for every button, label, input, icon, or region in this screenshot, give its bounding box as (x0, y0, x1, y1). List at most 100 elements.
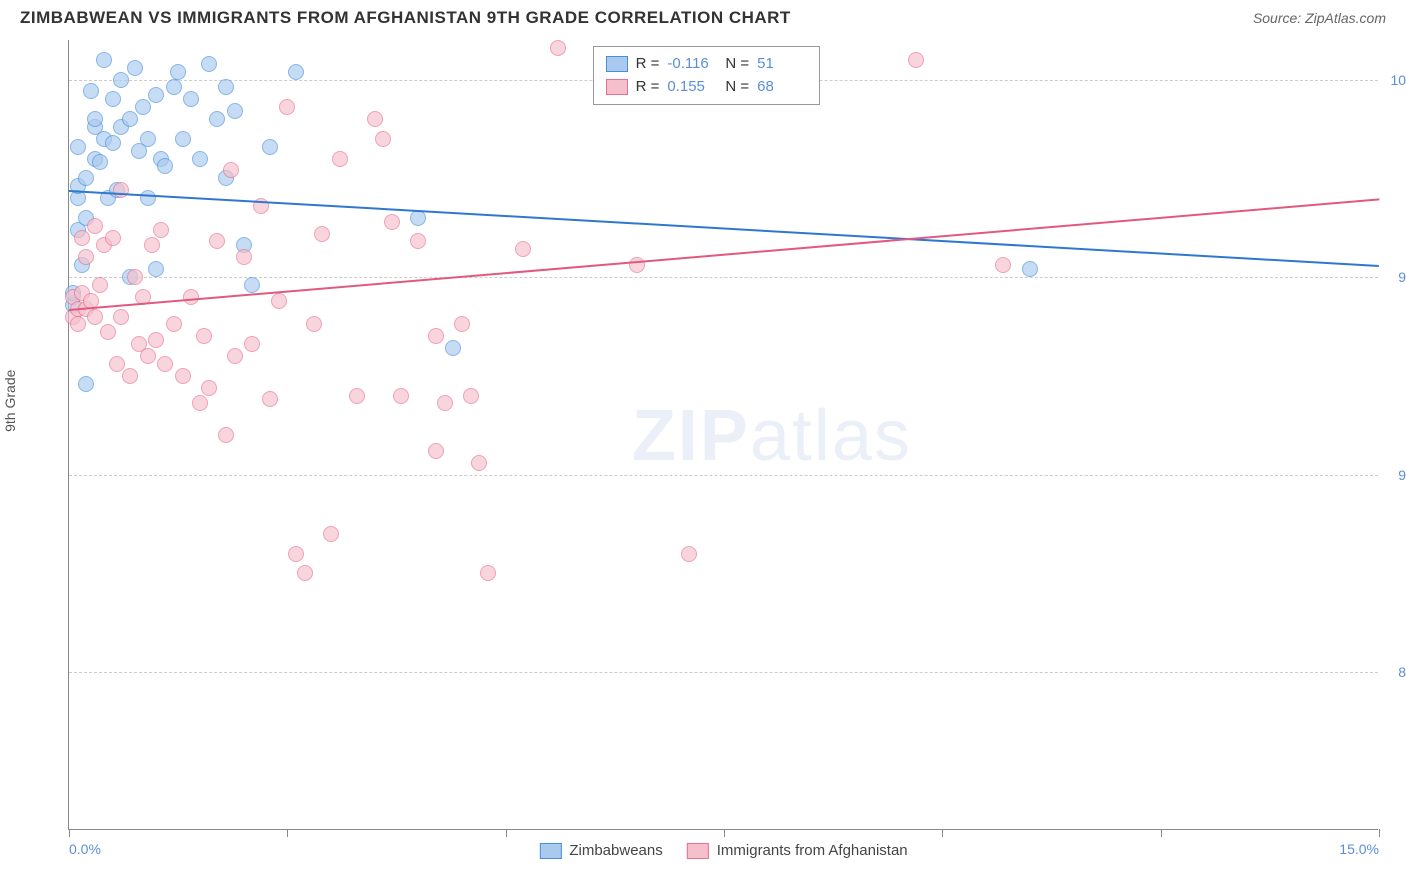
legend-swatch (606, 79, 628, 95)
data-point (297, 565, 313, 581)
data-point (428, 328, 444, 344)
x-tick (1161, 829, 1162, 837)
series-name: Immigrants from Afghanistan (717, 842, 908, 859)
series-legend: ZimbabweansImmigrants from Afghanistan (539, 842, 907, 859)
data-point (175, 368, 191, 384)
watermark: ZIPatlas (632, 395, 912, 477)
n-label: N = (725, 53, 749, 76)
data-point (445, 340, 461, 356)
data-point (153, 222, 169, 238)
n-value: 51 (757, 53, 807, 76)
data-point (681, 546, 697, 562)
data-point (218, 79, 234, 95)
data-point (148, 87, 164, 103)
data-point (113, 309, 129, 325)
r-label: R = (636, 76, 660, 99)
chart-title: ZIMBABWEAN VS IMMIGRANTS FROM AFGHANISTA… (20, 8, 791, 28)
x-tick (942, 829, 943, 837)
stats-legend-row: R =-0.116N =51 (606, 53, 808, 76)
data-point (314, 226, 330, 242)
r-value: 0.155 (667, 76, 717, 99)
data-point (262, 391, 278, 407)
source-attribution: Source: ZipAtlas.com (1253, 10, 1386, 26)
data-point (157, 158, 173, 174)
y-tick-label: 95.0% (1398, 269, 1406, 285)
data-point (480, 565, 496, 581)
legend-swatch (539, 843, 561, 859)
data-point (428, 443, 444, 459)
data-point (192, 395, 208, 411)
data-point (279, 99, 295, 115)
data-point (170, 64, 186, 80)
data-point (83, 83, 99, 99)
y-axis-label: 9th Grade (2, 370, 18, 432)
data-point (148, 332, 164, 348)
data-point (375, 131, 391, 147)
data-point (201, 56, 217, 72)
data-point (463, 388, 479, 404)
x-tick (287, 829, 288, 837)
data-point (244, 336, 260, 352)
data-point (244, 277, 260, 293)
data-point (157, 356, 173, 372)
data-point (223, 162, 239, 178)
data-point (218, 427, 234, 443)
x-tick (724, 829, 725, 837)
data-point (127, 60, 143, 76)
data-point (410, 233, 426, 249)
stats-legend-row: R = 0.155 N = 68 (606, 76, 808, 99)
data-point (384, 214, 400, 230)
data-point (105, 135, 121, 151)
data-point (367, 111, 383, 127)
data-point (349, 388, 365, 404)
data-point (140, 348, 156, 364)
data-point (148, 261, 164, 277)
data-point (209, 111, 225, 127)
n-value: 68 (757, 76, 807, 99)
data-point (92, 277, 108, 293)
data-point (262, 139, 278, 155)
data-point (87, 218, 103, 234)
data-point (175, 131, 191, 147)
data-point (122, 368, 138, 384)
data-point (87, 111, 103, 127)
legend-swatch (687, 843, 709, 859)
data-point (227, 348, 243, 364)
data-point (437, 395, 453, 411)
x-tick (506, 829, 507, 837)
data-point (201, 380, 217, 396)
chart-container: 9th Grade 85.0%90.0%95.0%100.0%0.0%15.0%… (20, 40, 1386, 870)
data-point (236, 249, 252, 265)
data-point (306, 316, 322, 332)
data-point (122, 111, 138, 127)
data-point (166, 316, 182, 332)
data-point (127, 269, 143, 285)
data-point (995, 257, 1011, 273)
data-point (332, 151, 348, 167)
data-point (550, 40, 566, 56)
legend-swatch (606, 56, 628, 72)
y-tick-label: 100.0% (1391, 72, 1406, 88)
data-point (105, 230, 121, 246)
data-point (1022, 261, 1038, 277)
data-point (92, 154, 108, 170)
data-point (78, 249, 94, 265)
data-point (96, 52, 112, 68)
data-point (209, 233, 225, 249)
data-point (192, 151, 208, 167)
data-point (471, 455, 487, 471)
data-point (140, 190, 156, 206)
data-point (183, 91, 199, 107)
n-label: N = (725, 76, 749, 99)
x-tick (69, 829, 70, 837)
data-point (454, 316, 470, 332)
data-point (288, 546, 304, 562)
data-point (908, 52, 924, 68)
data-point (183, 289, 199, 305)
data-point (109, 356, 125, 372)
data-point (196, 328, 212, 344)
series-legend-item: Immigrants from Afghanistan (687, 842, 908, 859)
data-point (288, 64, 304, 80)
data-point (78, 170, 94, 186)
data-point (100, 324, 116, 340)
